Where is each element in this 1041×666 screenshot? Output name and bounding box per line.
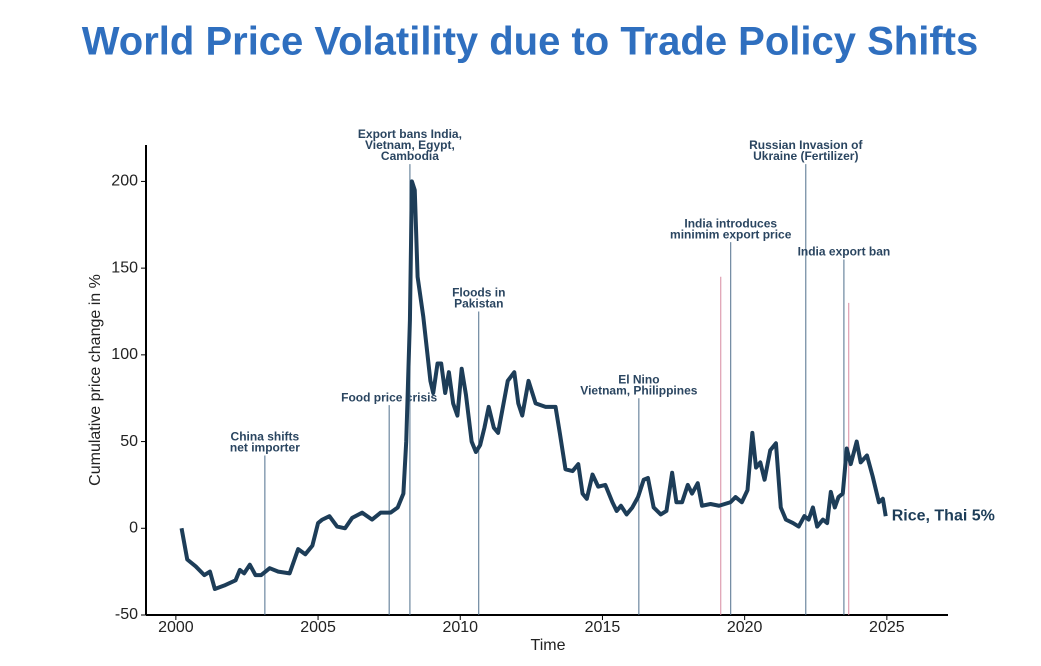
- annotation-label: Vietnam, Philippines: [580, 383, 697, 397]
- annotation-label: Russian Invasion of: [749, 138, 863, 152]
- x-tick-label: 2015: [585, 619, 621, 636]
- annotation-label: Pakistan: [454, 297, 503, 311]
- y-tick-label: 50: [120, 433, 138, 450]
- y-tick-label: 200: [111, 173, 138, 190]
- annotation-label: Floods in: [452, 286, 505, 300]
- x-tick-label: 2010: [442, 619, 478, 636]
- annotation-label: Ukraine (Fertilizer): [753, 149, 858, 163]
- y-tick-label: 0: [129, 520, 138, 537]
- annotation-label: El Nino: [618, 372, 659, 386]
- annotation-label: minimim export price: [670, 227, 792, 241]
- x-axis-label: Time: [531, 637, 566, 654]
- annotation-label: India introduces: [684, 216, 777, 230]
- chart-title: World Price Volatility due to Trade Poli…: [82, 20, 978, 64]
- annotation-label: Food price crisis: [341, 390, 437, 404]
- annotation-label: India export ban: [798, 245, 891, 259]
- annotation-label: net importer: [230, 441, 300, 455]
- series-label: Rice, Thai 5%: [892, 507, 995, 524]
- y-tick-label: 100: [111, 346, 138, 363]
- y-axis-label: Cumulative price change in %: [87, 274, 104, 486]
- x-tick-label: 2025: [869, 619, 905, 636]
- x-tick-label: 2000: [158, 619, 194, 636]
- y-tick-label: 150: [111, 259, 138, 276]
- data-line: [179, 179, 888, 591]
- annotation-label: Vietnam, Egypt,: [365, 138, 455, 152]
- annotation-label: Cambodia: [381, 149, 439, 163]
- y-tick-label: -50: [115, 606, 138, 623]
- annotation-label: China shifts: [231, 430, 300, 444]
- x-tick-label: 2020: [727, 619, 763, 636]
- x-tick-label: 2005: [300, 619, 336, 636]
- annotation-label: Export bans India,: [358, 127, 462, 141]
